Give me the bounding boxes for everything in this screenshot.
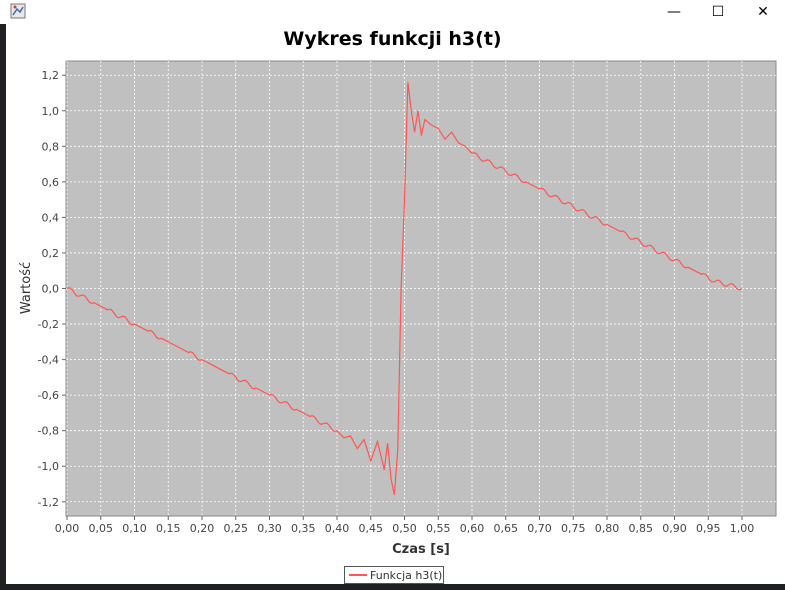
- legend-label: Funkcja h3(t): [370, 568, 443, 582]
- background-window-edge-bottom: [0, 584, 785, 590]
- x-tick-label: 0,05: [89, 522, 114, 535]
- chart-title: Wykres funkcji h3(t): [283, 28, 502, 50]
- axes: 0,00 0,05 0,10 0,15 0,20 0,25 0,30 0,35 0,40 0,45…: [38, 69, 755, 535]
- x-tick-label: 0,50: [392, 522, 417, 535]
- background-window-edge: [0, 24, 6, 590]
- x-tick-label: 0,35: [291, 522, 316, 535]
- y-tick-label: -0,2: [38, 318, 59, 331]
- x-tick-label: 0,85: [629, 522, 654, 535]
- x-tick-label: 0,60: [460, 522, 485, 535]
- window-titlebar: — ☐ ✕: [0, 0, 785, 24]
- x-tick-label: 0,40: [325, 522, 350, 535]
- x-tick-label: 0,90: [662, 522, 687, 535]
- y-tick-label: 0,4: [42, 211, 60, 224]
- x-tick-label: 0,15: [156, 522, 181, 535]
- close-button[interactable]: ✕: [757, 4, 769, 20]
- y-tick-label: 0,8: [42, 140, 60, 153]
- y-tick-label: -1,0: [38, 460, 59, 473]
- maximize-button[interactable]: ☐: [711, 4, 725, 20]
- x-tick-label: 0,80: [595, 522, 620, 535]
- y-tick-label: -0,6: [38, 389, 59, 402]
- x-tick-label: 0,30: [257, 522, 282, 535]
- x-tick-label: 0,70: [527, 522, 552, 535]
- y-tick-label: -0,8: [38, 425, 59, 438]
- x-tick-label: 0,55: [426, 522, 451, 535]
- x-tick-label: 0,65: [494, 522, 519, 535]
- y-axis-label: Wartość: [19, 262, 34, 314]
- minimize-button[interactable]: —: [667, 4, 681, 20]
- x-tick-label: 0,75: [561, 522, 586, 535]
- y-tick-label: 0,2: [42, 247, 60, 260]
- legend-swatch: [349, 574, 367, 576]
- chart-legend: Funkcja h3(t): [344, 566, 444, 584]
- x-tick-label: 1,00: [730, 522, 755, 535]
- x-tick-label: 0,45: [359, 522, 384, 535]
- y-tick-label: 1,2: [42, 69, 60, 82]
- y-tick-label: -0,4: [38, 354, 59, 367]
- x-tick-label: 0,00: [55, 522, 80, 535]
- y-tick-label: 1,0: [42, 105, 60, 118]
- x-axis-label: Czas [s]: [392, 542, 450, 557]
- plot-area: [65, 60, 777, 517]
- java-app-icon: [10, 3, 26, 19]
- series-layer: [66, 82, 743, 495]
- chart-canvas: 0,00 0,05 0,10 0,15 0,20 0,25 0,30 0,35 0,40 0,45…: [19, 60, 777, 557]
- y-tick-label: -1,2: [38, 496, 59, 509]
- x-tick-label: 0,10: [122, 522, 147, 535]
- x-tick-label: 0,95: [696, 522, 721, 535]
- series-line-h3: [66, 82, 743, 495]
- x-tick-label: 0,25: [224, 522, 249, 535]
- y-tick-label: 0,6: [42, 176, 60, 189]
- y-tick-label: 0,0: [42, 283, 60, 296]
- x-tick-label: 0,20: [190, 522, 215, 535]
